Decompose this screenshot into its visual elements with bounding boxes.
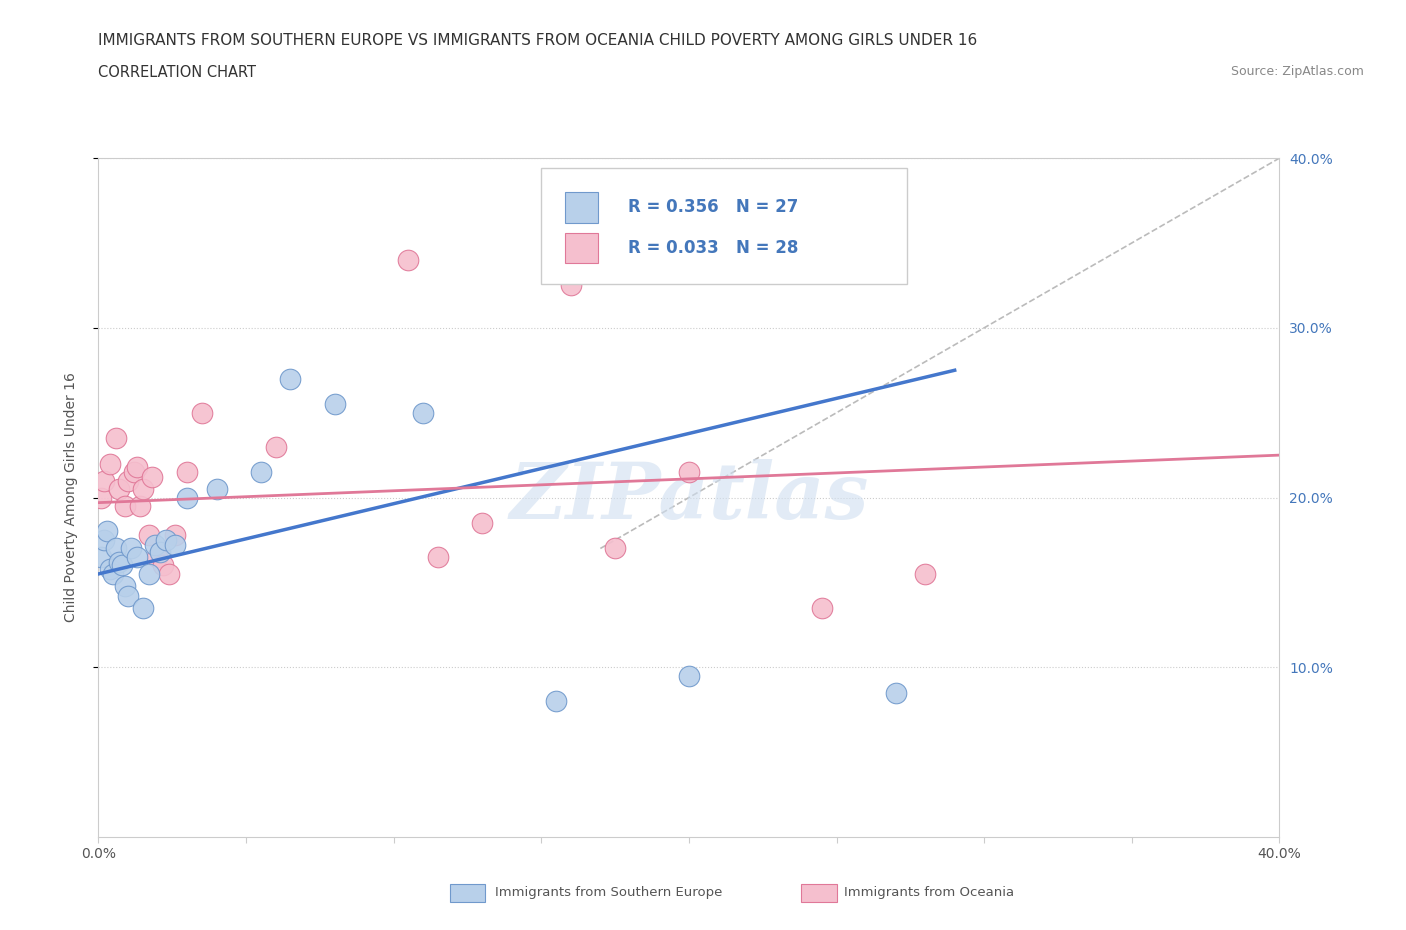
Point xyxy=(114,498,136,513)
Point xyxy=(884,685,907,700)
Point xyxy=(120,541,142,556)
FancyBboxPatch shape xyxy=(565,232,598,263)
Point xyxy=(191,405,214,420)
Point xyxy=(98,562,121,577)
Y-axis label: Child Poverty Among Girls Under 16: Child Poverty Among Girls Under 16 xyxy=(63,373,77,622)
Point xyxy=(125,459,148,474)
Text: IMMIGRANTS FROM SOUTHERN EUROPE VS IMMIGRANTS FROM OCEANIA CHILD POVERTY AMONG G: IMMIGRANTS FROM SOUTHERN EUROPE VS IMMIG… xyxy=(98,33,977,47)
Point xyxy=(323,397,346,412)
FancyBboxPatch shape xyxy=(565,193,598,222)
Point xyxy=(114,578,136,593)
Point xyxy=(152,558,174,573)
Point xyxy=(93,473,115,488)
Point xyxy=(111,558,134,573)
Point xyxy=(138,527,160,542)
Point xyxy=(157,566,180,581)
Point xyxy=(205,482,228,497)
Point xyxy=(96,525,118,539)
Point xyxy=(90,550,112,565)
Point xyxy=(132,601,155,616)
Point xyxy=(396,252,419,268)
Point xyxy=(155,533,177,548)
Point xyxy=(117,589,139,604)
Point xyxy=(132,482,155,497)
Point xyxy=(560,278,582,293)
Text: Immigrants from Oceania: Immigrants from Oceania xyxy=(844,886,1014,899)
Point xyxy=(678,465,700,480)
Point xyxy=(427,550,450,565)
Point xyxy=(128,498,150,513)
Point xyxy=(914,566,936,581)
Text: CORRELATION CHART: CORRELATION CHART xyxy=(98,65,256,80)
Point xyxy=(165,527,187,542)
Point xyxy=(176,490,198,505)
Point xyxy=(108,482,131,497)
Point xyxy=(125,550,148,565)
Text: R = 0.356   N = 27: R = 0.356 N = 27 xyxy=(627,198,797,216)
Point xyxy=(141,470,163,485)
Point xyxy=(810,601,832,616)
Text: ZIPatlas: ZIPatlas xyxy=(509,459,869,536)
Point xyxy=(138,566,160,581)
Point xyxy=(546,694,568,709)
Point xyxy=(412,405,434,420)
Point xyxy=(98,457,121,472)
Point xyxy=(93,533,115,548)
Point xyxy=(105,541,128,556)
Point xyxy=(165,538,187,552)
Point xyxy=(264,439,287,454)
Point xyxy=(108,554,131,569)
Text: Source: ZipAtlas.com: Source: ZipAtlas.com xyxy=(1230,65,1364,78)
Point xyxy=(278,371,302,386)
Point xyxy=(176,465,198,480)
Point xyxy=(678,669,700,684)
FancyBboxPatch shape xyxy=(541,168,907,284)
Point xyxy=(103,566,125,581)
Point xyxy=(605,541,627,556)
Point xyxy=(149,544,172,559)
Point xyxy=(143,538,166,552)
Point xyxy=(122,465,145,480)
Point xyxy=(146,550,169,565)
Text: Immigrants from Southern Europe: Immigrants from Southern Europe xyxy=(495,886,723,899)
Point xyxy=(250,465,273,480)
Point xyxy=(105,431,128,445)
Point xyxy=(90,490,112,505)
Point xyxy=(471,515,494,530)
Point xyxy=(117,473,139,488)
Text: R = 0.033   N = 28: R = 0.033 N = 28 xyxy=(627,239,797,257)
